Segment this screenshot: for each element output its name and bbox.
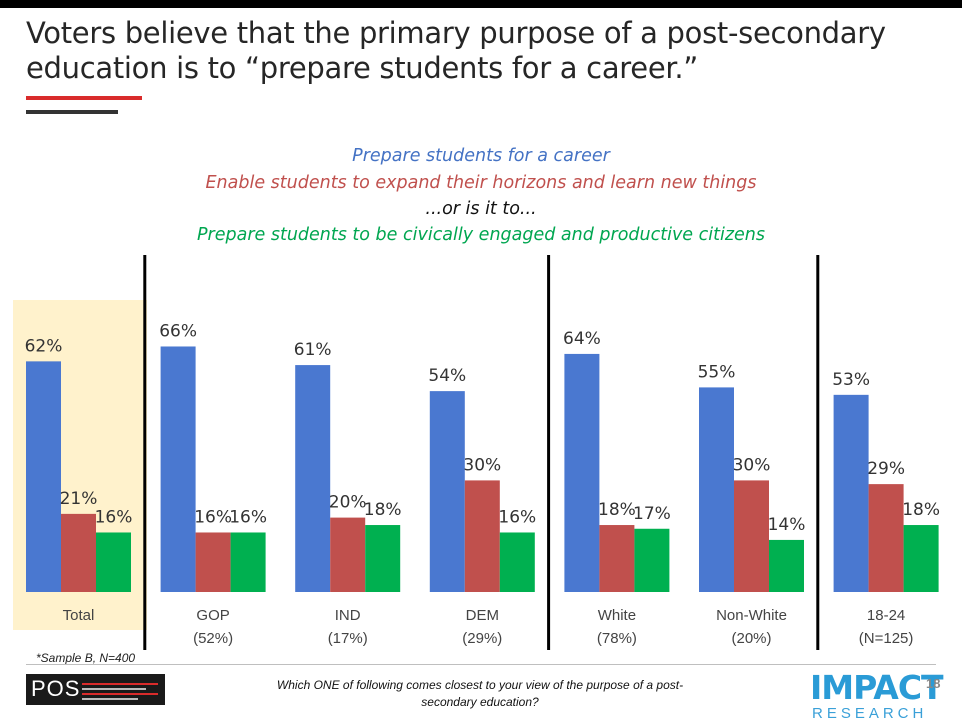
- bar-career: [160, 346, 196, 592]
- category-label: DEM: [466, 607, 499, 624]
- category-sublabel: (52%): [193, 630, 233, 647]
- data-label-horizons: 30%: [733, 455, 771, 475]
- bar-horizons: [61, 513, 96, 592]
- category-sublabel: (29%): [462, 630, 502, 647]
- data-label-civic: 14%: [768, 515, 806, 535]
- bar-civic: [634, 528, 670, 592]
- footnote: *Sample B, N=400: [36, 651, 136, 665]
- pos-logo-text: POS: [31, 676, 81, 701]
- research-logo-text: RESEARCH: [812, 705, 928, 722]
- bar-horizons: [464, 480, 500, 592]
- data-label-horizons: 20%: [329, 493, 367, 513]
- data-label-horizons: 30%: [463, 455, 501, 475]
- category-label: GOP: [196, 607, 229, 624]
- category-sublabel: (20%): [731, 630, 771, 647]
- bar-career: [564, 353, 600, 592]
- bar-career: [429, 391, 465, 592]
- data-label-civic: 16%: [229, 507, 267, 527]
- category-sublabel: (78%): [597, 630, 637, 647]
- data-label-career: 66%: [159, 321, 197, 341]
- category-sublabel: (17%): [328, 630, 368, 647]
- bar-civic: [499, 532, 535, 592]
- footer-divider: [26, 664, 936, 665]
- survey-question: Which ONE of following comes closest to …: [276, 678, 684, 709]
- category-label: 18-24: [867, 607, 905, 624]
- legend-or: ...or is it to...: [425, 199, 537, 219]
- bar-horizons: [868, 484, 904, 592]
- accent-line-red: [26, 96, 142, 100]
- data-label-career: 62%: [25, 336, 63, 356]
- page-number: 18: [926, 676, 941, 691]
- bar-career: [833, 394, 869, 592]
- data-label-civic: 18%: [364, 500, 402, 520]
- legend-civic: Prepare students to be civically engaged…: [196, 225, 766, 245]
- data-label-civic: 18%: [902, 500, 940, 520]
- top-bar: [0, 0, 962, 8]
- data-label-career: 61%: [294, 340, 332, 360]
- bar-civic: [903, 525, 939, 592]
- legend-horizons: Enable students to expand their horizons…: [205, 173, 757, 193]
- pos-logo: POS: [26, 674, 165, 705]
- data-label-civic: 16%: [95, 507, 133, 527]
- bar-civic: [230, 532, 266, 592]
- bar-horizons: [599, 525, 635, 592]
- bar-horizons: [330, 517, 366, 592]
- data-label-horizons: 21%: [60, 489, 98, 509]
- data-label-career: 53%: [832, 370, 870, 390]
- bar-civic: [96, 532, 131, 592]
- data-label-civic: 16%: [498, 507, 536, 527]
- bar-career: [295, 365, 331, 592]
- data-label-civic: 17%: [633, 504, 671, 524]
- accent-line-dark: [26, 110, 118, 114]
- impact-logo-text: IMPACT: [810, 668, 944, 707]
- data-label-horizons: 29%: [867, 459, 905, 479]
- legend-career: Prepare students for a career: [352, 146, 610, 166]
- data-label-horizons: 18%: [598, 500, 636, 520]
- category-label: IND: [335, 607, 361, 624]
- category-label: Total: [63, 607, 95, 624]
- data-label-horizons: 16%: [194, 507, 232, 527]
- bar-horizons: [195, 532, 231, 592]
- slide-title: Voters believe that the primary purpose …: [26, 16, 886, 85]
- bar-civic: [365, 525, 401, 592]
- category-label: White: [598, 607, 636, 624]
- bar-career: [699, 387, 734, 592]
- category-label: Non-White: [716, 607, 787, 624]
- bar-civic: [769, 539, 804, 592]
- bar-horizons: [734, 480, 769, 592]
- data-label-career: 55%: [698, 362, 736, 382]
- data-label-career: 54%: [428, 366, 466, 386]
- data-label-career: 64%: [563, 329, 601, 349]
- category-sublabel: (N=125): [859, 630, 914, 647]
- bar-career: [26, 361, 61, 592]
